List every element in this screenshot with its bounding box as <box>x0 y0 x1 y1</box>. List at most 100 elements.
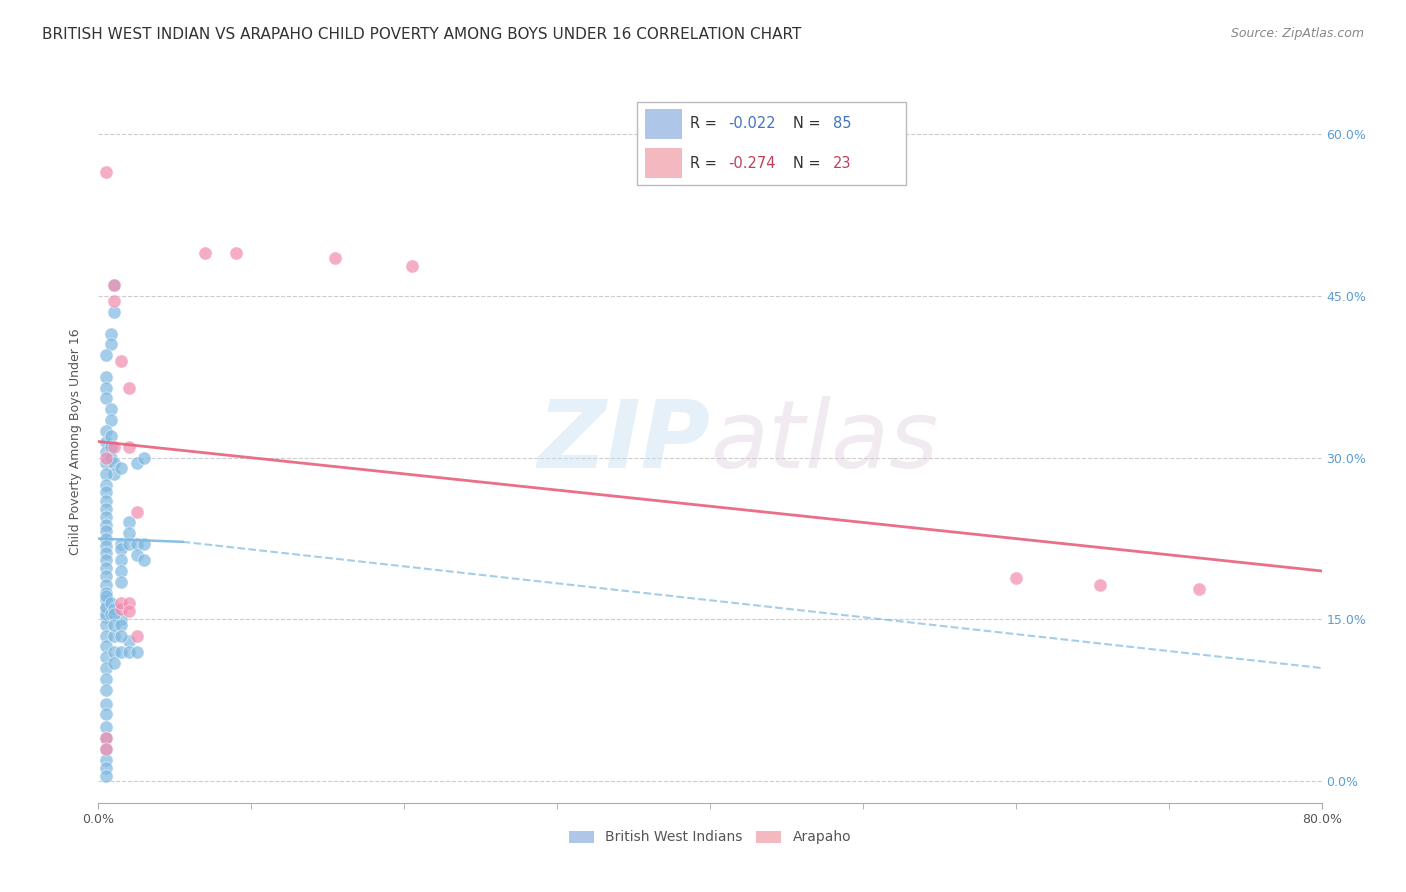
Point <box>94 502 117 516</box>
Point <box>103 607 125 621</box>
Point <box>118 381 141 395</box>
Point <box>94 546 117 560</box>
Point <box>94 493 117 508</box>
Legend: British West Indians, Arapaho: British West Indians, Arapaho <box>564 825 856 850</box>
Point <box>103 456 125 470</box>
Point <box>94 485 117 500</box>
Point <box>94 610 117 624</box>
Point <box>1088 578 1111 592</box>
Point <box>100 402 122 417</box>
Point <box>194 245 217 260</box>
Point <box>1188 582 1211 597</box>
Point <box>125 548 148 562</box>
Point <box>94 731 117 745</box>
Point <box>94 769 117 783</box>
Point <box>94 672 117 686</box>
Point <box>118 440 141 454</box>
Point <box>325 251 347 265</box>
Point <box>100 607 122 621</box>
Point <box>110 601 132 615</box>
Point <box>1004 572 1026 586</box>
Text: ZIP: ZIP <box>537 395 710 488</box>
Point <box>94 650 117 665</box>
Point <box>110 618 132 632</box>
Point <box>94 517 117 532</box>
Point <box>94 742 117 756</box>
Point <box>125 537 148 551</box>
Point <box>94 539 117 553</box>
Point <box>94 569 117 583</box>
Point <box>125 505 148 519</box>
Point <box>225 245 247 260</box>
Point <box>94 682 117 697</box>
Point <box>100 440 122 454</box>
Point <box>94 593 117 607</box>
Point <box>118 634 141 648</box>
Point <box>94 640 117 654</box>
Text: Source: ZipAtlas.com: Source: ZipAtlas.com <box>1230 27 1364 40</box>
Point <box>118 516 141 530</box>
Point <box>110 553 132 567</box>
Point <box>103 305 125 319</box>
Point <box>94 348 117 362</box>
Point <box>94 697 117 711</box>
Point <box>94 707 117 722</box>
Point <box>103 601 125 615</box>
Text: atlas: atlas <box>710 396 938 487</box>
Point <box>94 599 117 614</box>
Point <box>110 537 132 551</box>
Point <box>110 542 132 557</box>
Point <box>94 477 117 491</box>
Point <box>94 524 117 538</box>
Point <box>94 589 117 603</box>
Text: BRITISH WEST INDIAN VS ARAPAHO CHILD POVERTY AMONG BOYS UNDER 16 CORRELATION CHA: BRITISH WEST INDIAN VS ARAPAHO CHILD POV… <box>42 27 801 42</box>
Point <box>110 353 132 368</box>
Point <box>94 601 117 615</box>
Point <box>100 337 122 351</box>
Point <box>401 259 423 273</box>
Point <box>103 467 125 481</box>
Point <box>94 629 117 643</box>
Point <box>118 596 141 610</box>
Point <box>94 450 117 465</box>
Point <box>134 553 156 567</box>
Point <box>100 450 122 465</box>
Point <box>125 456 148 470</box>
Point <box>125 629 148 643</box>
Point <box>94 392 117 406</box>
Point <box>118 537 141 551</box>
Point <box>103 618 125 632</box>
Point <box>94 510 117 524</box>
Point <box>134 537 156 551</box>
Point <box>103 278 125 293</box>
Point <box>94 456 117 470</box>
Point <box>103 294 125 309</box>
Point <box>110 645 132 659</box>
Point <box>94 578 117 592</box>
Point <box>100 326 122 341</box>
Point <box>125 645 148 659</box>
Point <box>103 656 125 670</box>
Point <box>100 596 122 610</box>
Point <box>94 369 117 384</box>
Point <box>110 461 132 475</box>
Point <box>100 413 122 427</box>
Point <box>103 645 125 659</box>
Point <box>110 574 132 589</box>
Point <box>94 753 117 767</box>
Point <box>94 607 117 621</box>
Point <box>94 165 117 179</box>
Y-axis label: Child Poverty Among Boys Under 16: Child Poverty Among Boys Under 16 <box>69 328 83 555</box>
Point <box>94 381 117 395</box>
Point <box>118 526 141 541</box>
Point <box>94 434 117 449</box>
Point <box>94 553 117 567</box>
Point <box>110 612 132 626</box>
Point <box>118 645 141 659</box>
Point <box>110 564 132 578</box>
Point <box>94 467 117 481</box>
Point <box>94 532 117 546</box>
Point <box>94 618 117 632</box>
Point <box>94 731 117 745</box>
Point <box>100 429 122 443</box>
